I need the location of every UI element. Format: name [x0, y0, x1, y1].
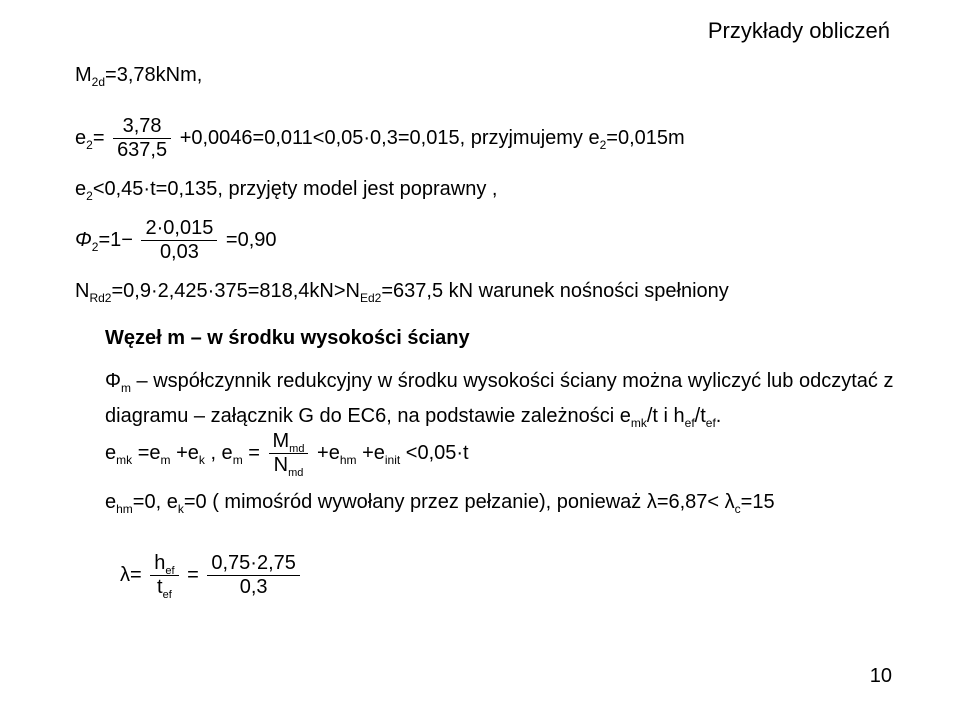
- eq4-post: =0,90: [226, 229, 277, 251]
- eq7-fraction1: hef tef: [150, 552, 178, 599]
- eq6-num: M: [273, 430, 290, 452]
- eq2-num: 3,78: [113, 115, 171, 139]
- equation-e2-main: e2= 3,78 637,5 +0,0046=0,011<0,05·0,3=0,…: [75, 115, 900, 162]
- eq2-tail: =0,015m: [606, 127, 684, 149]
- eq4-phi: Φ: [75, 229, 92, 251]
- eq7-eq: =: [187, 564, 199, 586]
- diag-s3: ef: [706, 416, 716, 430]
- diag-dot: .: [716, 405, 722, 427]
- equation-phi2: Φ2=1− 2·0,015 0,03 =0,90: [75, 217, 900, 264]
- equation-e2-model: e2<0,45·t=0,135, przyjęty model jest pop…: [75, 176, 900, 203]
- ehm-t1: e: [105, 491, 116, 513]
- ehm-s1: hm: [116, 502, 133, 516]
- eq6-a7: +e: [362, 442, 385, 464]
- eq1-rhs: =3,78kNm,: [105, 64, 202, 86]
- eq1-lhs: M: [75, 64, 92, 86]
- equation-nrd2: NRd2=0,9·2,425·375=818,4kN>NEd2=637,5 kN…: [75, 278, 900, 305]
- eq6-a1: e: [105, 442, 116, 464]
- eq7-d1s: ef: [163, 589, 172, 601]
- diag-s1: mk: [631, 416, 647, 430]
- diag-mid1: /t i h: [647, 405, 685, 427]
- ehm-t3: =0 ( mimośród wywołany przez pełzanie), …: [184, 491, 735, 513]
- eq6-den-sub: md: [288, 467, 303, 479]
- eq3-txt: <0,45·t=0,135, przyjęty model jest popra…: [93, 178, 498, 200]
- eq4-fraction: 2·0,015 0,03: [141, 217, 217, 264]
- equation-m2d: M2d=3,78kNm,: [75, 62, 900, 89]
- eq2-fraction: 3,78 637,5: [113, 115, 171, 162]
- eq2-mid: +0,0046=0,011<0,05·0,3=0,015, przyjmujem…: [180, 127, 600, 149]
- eq7-n1: h: [154, 552, 165, 574]
- eq2-var: e: [75, 127, 86, 149]
- eq6-a2: =e: [138, 442, 161, 464]
- phi-m: Φ: [105, 370, 121, 392]
- ehm-t2: =0, e: [133, 491, 178, 513]
- page-number: 10: [870, 665, 892, 688]
- eq6-a8: <0,05·t: [406, 442, 469, 464]
- eq4-pre: =1−: [98, 229, 132, 251]
- eq2-eq: =: [93, 127, 105, 149]
- equation-lambda: λ= hef tef = 0,75·2,75 0,3: [120, 552, 900, 599]
- para-ehm: ehm=0, ek=0 ( mimośród wywołany przez pe…: [105, 489, 900, 516]
- eq6-as4: m: [233, 453, 243, 467]
- ehm-t4: =15: [741, 491, 775, 513]
- diag-pre: diagramu – załącznik G do EC6, na podsta…: [105, 405, 631, 427]
- eq3-sub: 2: [86, 189, 93, 203]
- eq6-a4: , e: [210, 442, 232, 464]
- eq6-a3: +e: [176, 442, 199, 464]
- eq7-fraction2: 0,75·2,75 0,3: [207, 552, 300, 599]
- eq6-as1: mk: [116, 453, 132, 467]
- eq5-t2: =0,9·2,425·375=818,4kN>N: [111, 280, 360, 302]
- eq5-s1: Rd2: [89, 291, 111, 305]
- eq7-d2: 0,3: [207, 576, 300, 599]
- eq6-fraction: Mmd Nmd: [269, 430, 309, 477]
- diag-s2: ef: [685, 416, 695, 430]
- eq5-s2: Ed2: [360, 291, 381, 305]
- eq6-a5: =: [248, 442, 260, 464]
- eq2-sub: 2: [86, 138, 93, 152]
- eq6-as6: hm: [340, 453, 357, 467]
- para-phi-m: Φm – współczynnik redukcyjny w środku wy…: [105, 368, 900, 395]
- eq2-den: 637,5: [113, 139, 171, 162]
- eq6-as2: m: [161, 453, 171, 467]
- page-header: Przykłady obliczeń: [75, 18, 900, 44]
- para-diagram: diagramu – załącznik G do EC6, na podsta…: [105, 403, 900, 430]
- eq6-den: N: [274, 454, 288, 476]
- eq4-num: 2·0,015: [141, 217, 217, 241]
- eq1-sub: 2d: [92, 75, 105, 89]
- equation-emk: emk =em +ek , em = Mmd Nmd +ehm +einit <…: [105, 430, 900, 477]
- eq6-a6: +e: [317, 442, 340, 464]
- eq7-lam: λ=: [120, 564, 142, 586]
- eq6-as3: k: [199, 453, 205, 467]
- eq5-t1: N: [75, 280, 89, 302]
- eq3-var: e: [75, 178, 86, 200]
- phi-m-tail: – współczynnik redukcyjny w środku wysok…: [131, 370, 894, 392]
- eq7-n2: 0,75·2,75: [207, 552, 300, 576]
- eq4-den: 0,03: [141, 241, 217, 264]
- eq5-t3: =637,5 kN warunek nośności spełniony: [381, 280, 728, 302]
- diag-mid2: /t: [695, 405, 706, 427]
- eq6-as7: init: [385, 453, 400, 467]
- node-m-heading: Węzeł m – w środku wysokości ściany: [105, 327, 900, 350]
- phi-m-sub: m: [121, 381, 131, 395]
